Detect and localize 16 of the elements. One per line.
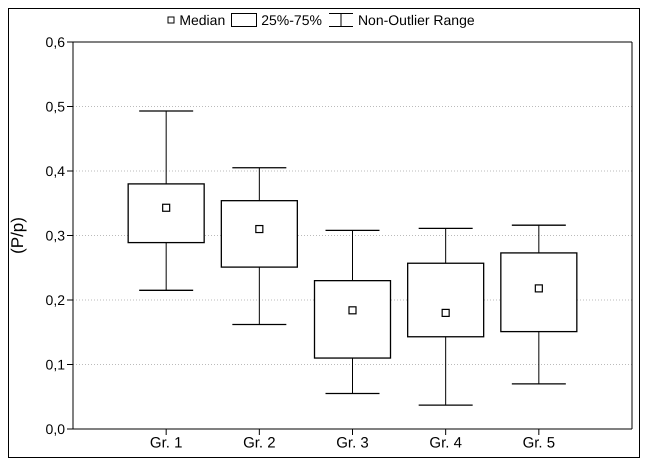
x-tick-label: Gr. 1 [150,434,182,452]
y-tick-label: 0,5 [46,98,66,114]
x-tick-label: Gr. 3 [336,434,369,452]
text: Non-Outlier Range [358,12,475,28]
y-tick-label: 0,3 [46,227,66,244]
y-axis-title: (P/p) [8,217,28,254]
x-tick-label: Gr. 2 [243,434,276,452]
x-tick-label: Gr. 4 [429,434,462,452]
y-tick-label: 0,4 [46,162,66,179]
y-tick-label: 0,2 [46,292,66,308]
y-tick-label: 0,0 [46,420,66,437]
y-tick-label: 0,1 [46,356,66,372]
text: Median [179,12,226,28]
x-tick-label: Gr. 5 [522,434,556,452]
y-tick-label: 0,6 [46,34,66,50]
text: 25%-75% [261,12,322,28]
